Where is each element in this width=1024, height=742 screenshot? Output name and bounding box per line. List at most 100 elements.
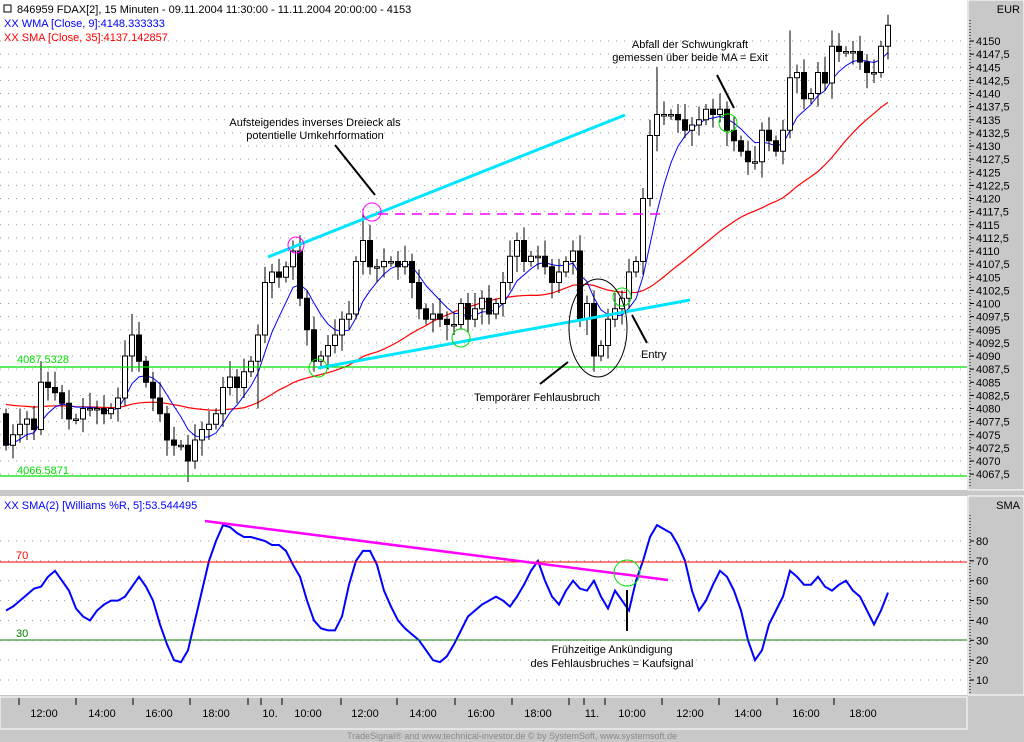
wma-legend[interactable]: XX WMA [Close, 9]:4148.333333: [4, 18, 165, 30]
candle-up: [514, 240, 520, 257]
candle-up: [332, 334, 338, 346]
pointer-line: [539, 361, 569, 385]
marker-circle: [612, 287, 632, 307]
candle-up: [290, 250, 296, 268]
candle-down: [164, 413, 170, 441]
candle-down: [367, 240, 373, 268]
candle-up: [661, 114, 667, 117]
candle-up: [752, 161, 758, 164]
candle-up: [360, 240, 366, 262]
low-level-label: 4066.5871: [17, 465, 69, 477]
candle-up: [654, 114, 660, 136]
level-30-label: 30: [16, 628, 28, 640]
y-tick-label: 4150: [976, 36, 1000, 48]
candle-up: [262, 282, 268, 336]
candle-up: [374, 266, 380, 269]
candle-up: [640, 198, 646, 262]
candle-up: [472, 308, 478, 320]
marker-circle: [451, 328, 471, 348]
x-tick-label: 18:00: [524, 708, 552, 720]
indicator-axis[interactable]: [967, 495, 1024, 696]
chart-title: 846959 FDAX[2], 15 Minuten - 09.11.2004 …: [17, 4, 411, 16]
candle-up: [339, 318, 345, 336]
lower-trendline: [317, 298, 691, 370]
candle-up: [381, 261, 387, 268]
candle-up: [626, 271, 632, 299]
upper-trendline: [267, 113, 626, 259]
candle-down: [766, 129, 772, 142]
triangle-annotation-1: Aufsteigendes inverses Dreieck als: [229, 117, 401, 129]
candle-down: [423, 308, 429, 320]
candle-down: [542, 255, 548, 268]
candle-up: [269, 271, 275, 283]
candle-up: [605, 318, 611, 346]
candle-down: [444, 318, 450, 325]
candle-up: [451, 324, 457, 327]
signal-annotation-1: Frühzeitige Ankündigung: [551, 644, 672, 656]
candle-down: [136, 334, 142, 362]
price-panel[interactable]: [0, 0, 967, 490]
y-tick-label: 10: [976, 675, 988, 687]
candle-up: [696, 119, 702, 126]
candle-down: [66, 402, 72, 420]
williams-legend[interactable]: XX SMA(2) [Williams %R, 5]:53.544495: [4, 500, 197, 512]
y-tick-label: 4117,5: [976, 207, 1009, 219]
candle-up: [108, 408, 114, 415]
y-tick-label: 70: [976, 556, 988, 568]
y-tick-label: 4137,5: [976, 102, 1010, 114]
candle-up: [563, 261, 569, 273]
candle-up: [38, 381, 44, 430]
entry-annotation: Entry: [641, 349, 667, 361]
candle-down: [52, 387, 58, 394]
candle-down: [185, 444, 191, 462]
footer-credit: TradeSignal® and www.technical-investor.…: [347, 731, 677, 741]
y-tick-label: 4102,5: [976, 285, 1010, 297]
candle-up: [220, 387, 226, 415]
candle-up: [885, 24, 891, 47]
candle-down: [731, 129, 737, 142]
candle-down: [801, 72, 807, 100]
y-tick-label: 4110: [976, 246, 1000, 258]
y-tick-label: 4075: [976, 430, 1000, 442]
x-tick-label: 12:00: [351, 708, 379, 720]
candle-up: [500, 282, 506, 304]
fakeout-ellipse: [568, 278, 628, 378]
chart-menu-icon[interactable]: [3, 4, 12, 13]
candle-down: [857, 51, 863, 63]
candle-down: [836, 45, 842, 52]
candle-up: [325, 345, 331, 357]
x-tick-label: 11.: [585, 708, 599, 720]
y-tick-label: 40: [976, 615, 988, 627]
x-tick-label: 14:00: [409, 708, 437, 720]
indicator-panel[interactable]: [0, 496, 967, 695]
candle-up: [479, 297, 485, 310]
x-tick-label: 14:00: [734, 708, 762, 720]
time-axis[interactable]: [0, 696, 968, 730]
y-tick-label: 30: [976, 635, 988, 647]
candle-up: [689, 124, 695, 131]
candle-up: [584, 303, 590, 320]
candle-up: [787, 77, 793, 131]
candle-down: [311, 329, 317, 362]
x-tick-label: 16:00: [792, 708, 820, 720]
indicator-axis-title: SMA: [996, 500, 1021, 512]
x-tick-label: 16:00: [467, 708, 495, 720]
candle-up: [493, 303, 499, 315]
y-tick-label: 4097,5: [976, 312, 1010, 324]
price-axis[interactable]: [967, 0, 1024, 491]
marker-circle: [287, 236, 305, 254]
candle-up: [199, 429, 205, 441]
y-tick-label: 4092,5: [976, 338, 1010, 350]
signal-circle: [613, 559, 641, 587]
candle-down: [549, 266, 555, 283]
candle-up: [528, 255, 534, 262]
candle-up: [227, 376, 233, 388]
y-tick-label: 4085: [976, 377, 1000, 389]
sma-legend[interactable]: XX SMA [Close, 35]:4137.142857: [4, 32, 168, 44]
candle-up: [703, 108, 709, 121]
candle-up: [458, 303, 464, 325]
y-tick-label: 4090: [976, 351, 1000, 363]
candle-down: [395, 261, 401, 268]
candle-up: [535, 255, 541, 259]
y-tick-label: 4147,5: [976, 49, 1010, 61]
